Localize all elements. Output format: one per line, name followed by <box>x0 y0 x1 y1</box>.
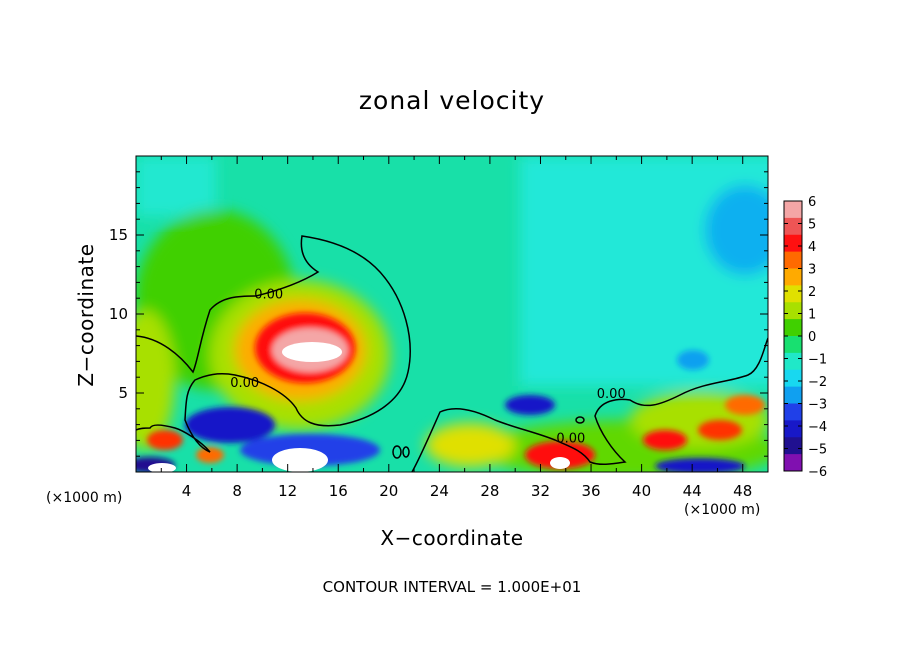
colorbar-swatch-5 <box>784 285 802 303</box>
orange-spot-east <box>725 395 765 415</box>
colorbar-swatch-9 <box>784 352 802 371</box>
x-tick-label-8: 8 <box>232 482 242 500</box>
blue-pocket-ne <box>677 350 709 370</box>
x-axis-ticks: 4 8 12 16 20 24 28 32 36 40 44 48 <box>160 156 752 500</box>
x-tick-label-20: 20 <box>379 482 398 500</box>
contour-labels: 0.00 0.00 0.00 0.00 <box>230 288 626 447</box>
contour-small-1 <box>392 445 402 459</box>
contour-label-0: 0.00 <box>254 288 283 303</box>
orange-spot-west <box>196 447 224 463</box>
colorbar-swatch-4 <box>784 268 802 286</box>
velocity-field: 0.00 0.00 0.00 0.00 <box>136 156 768 472</box>
contour-small-3 <box>575 416 585 424</box>
zero-contours <box>136 235 768 472</box>
red-spot-east-2 <box>698 420 742 440</box>
x-tick-label-44: 44 <box>683 482 702 500</box>
white-spot-surface <box>272 448 328 472</box>
blue-strip-east <box>655 458 745 472</box>
field-region-low-yellow-2 <box>425 423 515 467</box>
colorbar-swatch-6 <box>784 302 802 320</box>
colorbar-label-7: −1 <box>808 353 827 368</box>
colorbar-label-4: 2 <box>808 285 816 300</box>
x-axis-label: X−coordinate <box>380 526 524 550</box>
x-tick-label-40: 40 <box>632 482 651 500</box>
colorbar-label-3: 3 <box>808 263 816 278</box>
contour-label-2: 0.00 <box>597 387 626 402</box>
colorbar-label-10: −4 <box>808 420 827 435</box>
x-tick-label-24: 24 <box>430 482 449 500</box>
colorbar-swatch-14 <box>784 437 802 455</box>
red-spot-center <box>525 441 595 469</box>
white-spot-center <box>550 457 570 469</box>
colorbar-label-6: 0 <box>808 330 816 345</box>
contour-zero-east <box>411 337 768 472</box>
colorbar-swatch-0 <box>784 201 802 219</box>
colorbar-label-2: 4 <box>808 240 816 255</box>
blue-pocket-west <box>185 407 275 443</box>
colorbar-swatch-10 <box>784 369 802 388</box>
white-spot-west <box>148 463 176 472</box>
contour-label-1: 0.00 <box>230 376 259 391</box>
contour-zero-west <box>136 235 411 453</box>
colorbar-label-8: −2 <box>808 375 827 390</box>
contour-interval-note: CONTOUR INTERVAL = 1.000E+01 <box>322 578 582 596</box>
x-tick-label-28: 28 <box>480 482 499 500</box>
colorbar-label-9: −3 <box>808 398 827 413</box>
colorbar-swatch-3 <box>784 251 802 269</box>
jet-core-white <box>282 342 342 362</box>
y-axis-label: Z−coordinate <box>74 243 98 387</box>
y-axis-ticks: 5 10 15 <box>109 171 768 457</box>
colorbar-label-1: 5 <box>808 218 816 233</box>
x-tick-label-4: 4 <box>182 482 192 500</box>
x-tick-label-16: 16 <box>329 482 348 500</box>
field-region-yellow-edge <box>136 310 175 450</box>
colorbar-swatch-11 <box>784 386 802 404</box>
colorbar-swatch-1 <box>784 217 802 236</box>
colorbar-label-11: −5 <box>808 443 827 458</box>
x-tick-label-48: 48 <box>733 482 752 500</box>
colorbar: 6 5 4 3 2 1 0 −1 −2 −3 −4 −5 −6 <box>783 195 827 480</box>
x-tick-label-36: 36 <box>581 482 600 500</box>
y-tick-label-5: 5 <box>118 384 128 402</box>
x-tick-label-32: 32 <box>531 482 550 500</box>
colorbar-label-12: −6 <box>808 465 827 480</box>
field-region-cyan-west <box>136 156 216 216</box>
red-spot-west <box>147 430 183 450</box>
y-tick-label-15: 15 <box>109 226 128 244</box>
x-tick-label-12: 12 <box>278 482 297 500</box>
x-unit-label-left: (×1000 m) <box>46 490 123 506</box>
chart-title: zonal velocity <box>358 86 546 115</box>
red-spot-east <box>643 430 687 450</box>
colorbar-label-0: 6 <box>808 195 816 210</box>
colorbar-swatch-8 <box>784 336 802 354</box>
contour-small-2 <box>402 446 410 458</box>
colorbar-swatch-7 <box>784 319 802 337</box>
colorbar-swatch-13 <box>784 420 802 438</box>
colorbar-swatch-15 <box>784 454 802 472</box>
field-region-blue-ne <box>705 185 768 275</box>
x-unit-label-right: (×1000 m) <box>684 502 761 518</box>
colorbar-swatch-12 <box>784 403 802 421</box>
contour-label-3: 0.00 <box>556 431 585 446</box>
colorbar-label-5: 1 <box>808 308 816 323</box>
blue-pocket-east <box>505 395 555 415</box>
y-tick-label-10: 10 <box>109 305 128 323</box>
colorbar-swatch-2 <box>784 234 802 253</box>
